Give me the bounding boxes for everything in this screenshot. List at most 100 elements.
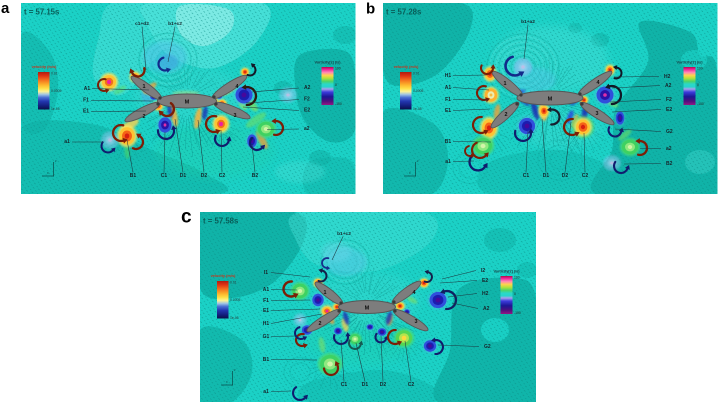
svg-text:H1: H1 (263, 321, 270, 327)
svg-text:C1: C1 (523, 173, 530, 179)
svg-text:0.0005: 0.0005 (413, 89, 423, 93)
svg-text:F2: F2 (666, 97, 672, 103)
svg-text:0: 0 (335, 83, 337, 87)
svg-text:t = 57.58s: t = 57.58s (203, 217, 239, 226)
svg-text:A1: A1 (445, 85, 452, 91)
svg-text:3: 3 (234, 113, 237, 119)
svg-text:D2: D2 (380, 382, 387, 388)
svg-text:E2: E2 (482, 278, 488, 284)
svg-text:F2: F2 (304, 97, 310, 103)
svg-text:D1: D1 (180, 173, 187, 179)
svg-text:Vorticity[z] (/s): Vorticity[z] (/s) (676, 60, 703, 64)
svg-text:G2: G2 (666, 129, 673, 135)
svg-text:-100: -100 (697, 102, 704, 106)
svg-text:0.0005: 0.0005 (51, 89, 61, 93)
svg-text:b: b (366, 1, 375, 18)
svg-text:1: 1 (143, 84, 146, 90)
svg-text:B1: B1 (130, 173, 137, 179)
svg-text:2: 2 (319, 321, 322, 327)
svg-text:C2: C2 (219, 173, 226, 179)
svg-text:b1+a2: b1+a2 (521, 19, 535, 25)
svg-text:H1: H1 (445, 73, 452, 79)
svg-text:D1: D1 (543, 173, 550, 179)
svg-text:0.01: 0.01 (51, 71, 58, 75)
svg-text:A2: A2 (304, 85, 311, 91)
svg-text:C1: C1 (341, 382, 348, 388)
svg-text:1: 1 (324, 290, 327, 296)
svg-text:B1: B1 (263, 357, 270, 363)
svg-text:4: 4 (236, 84, 239, 90)
svg-text:E2: E2 (304, 108, 310, 114)
svg-text:C1: C1 (161, 173, 168, 179)
svg-text:F1: F1 (83, 98, 89, 104)
svg-text:0.0005: 0.0005 (230, 298, 240, 302)
svg-text:E2: E2 (666, 107, 672, 113)
svg-text:Vorticity[z] (/s): Vorticity[z] (/s) (493, 269, 520, 273)
svg-text:4: 4 (413, 290, 416, 296)
svg-text:0.01: 0.01 (413, 71, 420, 75)
svg-text:A1: A1 (84, 86, 91, 92)
svg-text:B1: B1 (445, 139, 452, 145)
svg-text:A2: A2 (665, 83, 672, 89)
svg-text:3: 3 (415, 319, 418, 325)
svg-text:4: 4 (597, 80, 600, 86)
svg-text:t = 57.28s: t = 57.28s (386, 8, 422, 17)
svg-text:D2: D2 (201, 173, 208, 179)
svg-text:1e-05: 1e-05 (51, 107, 60, 111)
svg-text:G1: G1 (263, 334, 270, 340)
svg-text:100: 100 (514, 276, 520, 280)
svg-text:-100: -100 (335, 102, 342, 106)
svg-text:D1: D1 (362, 382, 369, 388)
svg-text:a2: a2 (666, 146, 672, 152)
svg-text:E1: E1 (445, 108, 451, 114)
svg-text:A2: A2 (483, 306, 490, 312)
svg-text:0: 0 (697, 83, 699, 87)
svg-text:B2: B2 (666, 161, 673, 167)
svg-text:x: x (47, 171, 49, 175)
svg-text:H2: H2 (664, 74, 671, 80)
svg-text:1e-05: 1e-05 (230, 316, 239, 320)
svg-text:z: z (417, 159, 419, 163)
svg-text:velocity (m/s): velocity (m/s) (394, 64, 420, 69)
svg-text:E1: E1 (83, 109, 89, 115)
svg-text:F1: F1 (445, 97, 451, 103)
svg-text:-100: -100 (514, 311, 521, 315)
svg-text:E1: E1 (263, 308, 269, 314)
svg-text:G2: G2 (484, 344, 491, 350)
svg-text:2: 2 (505, 112, 508, 118)
svg-text:c1+d2: c1+d2 (135, 21, 149, 27)
svg-text:D2: D2 (562, 173, 569, 179)
svg-text:a1: a1 (64, 139, 70, 145)
svg-text:x: x (226, 380, 228, 384)
svg-text:a: a (1, 0, 10, 17)
svg-text:A1: A1 (263, 287, 270, 293)
svg-text:C2: C2 (408, 382, 415, 388)
svg-text:2: 2 (143, 114, 146, 120)
svg-text:b1+c2: b1+c2 (337, 231, 351, 237)
svg-text:a2: a2 (304, 126, 310, 132)
svg-text:a1: a1 (445, 159, 451, 165)
svg-text:100: 100 (335, 67, 341, 71)
svg-text:100: 100 (697, 67, 703, 71)
svg-text:1e-05: 1e-05 (413, 107, 422, 111)
svg-text:M: M (185, 100, 190, 106)
svg-text:B2: B2 (252, 173, 259, 179)
svg-text:M: M (548, 97, 553, 103)
svg-text:1: 1 (504, 81, 507, 87)
svg-text:velocity (m/s): velocity (m/s) (211, 273, 237, 278)
svg-text:I1: I1 (264, 270, 268, 276)
svg-text:H2: H2 (482, 291, 489, 297)
svg-text:0.01: 0.01 (230, 280, 237, 284)
svg-text:M: M (365, 306, 370, 312)
svg-text:I2: I2 (481, 268, 485, 274)
svg-text:velocity (m/s): velocity (m/s) (32, 64, 58, 69)
svg-text:b1+c2: b1+c2 (168, 21, 182, 27)
svg-text:0: 0 (514, 292, 516, 296)
svg-text:Vorticity[z] (/s): Vorticity[z] (/s) (314, 60, 341, 64)
svg-text:C2: C2 (582, 173, 589, 179)
svg-text:z: z (234, 368, 236, 372)
svg-text:3: 3 (596, 111, 599, 117)
svg-text:c: c (181, 207, 192, 228)
svg-text:a1: a1 (263, 389, 269, 395)
svg-text:F1: F1 (263, 298, 269, 304)
